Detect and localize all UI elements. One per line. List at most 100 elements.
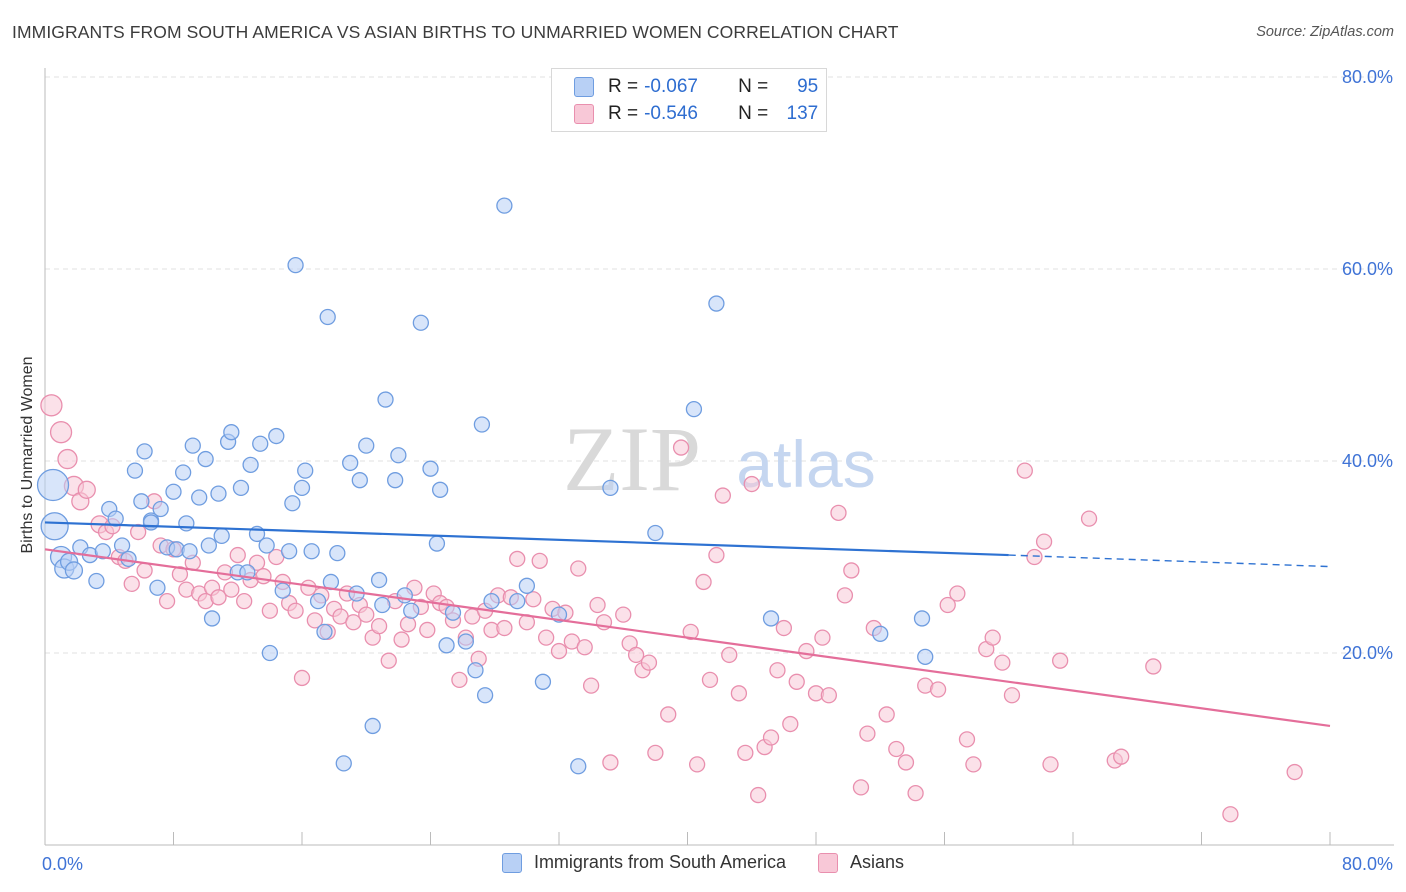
immigrants-point <box>136 443 153 460</box>
asians-point <box>714 487 731 504</box>
asians-point <box>345 614 362 631</box>
immigrants-point <box>913 610 931 627</box>
asians-point <box>769 662 786 679</box>
legend-n-value: 137 <box>786 103 819 124</box>
immigrants-point <box>165 483 182 500</box>
immigrants-point <box>174 464 192 481</box>
asians-point <box>949 585 966 602</box>
asians-point <box>820 687 837 704</box>
asians-point <box>123 575 140 593</box>
immigrants-point <box>88 572 105 590</box>
axes <box>44 68 1394 846</box>
immigrants-point <box>518 577 536 594</box>
immigrants-point <box>303 543 320 560</box>
asians-point <box>531 552 548 569</box>
immigrants-point <box>377 391 394 408</box>
asians-point <box>788 673 805 690</box>
legend-row-immigrants: R = -0.067 N = 95 <box>574 76 818 98</box>
immigrants-point <box>142 514 160 531</box>
legend-n-label: N = <box>738 76 769 97</box>
immigrants-point <box>149 579 166 596</box>
asians-point <box>721 646 738 664</box>
asians-point <box>897 754 915 771</box>
immigrants-point <box>94 543 111 560</box>
immigrants-point <box>184 437 201 454</box>
immigrants-point <box>316 623 333 641</box>
asians-point <box>782 715 799 733</box>
immigrants-point <box>473 416 491 433</box>
immigrants-point <box>197 450 214 468</box>
immigrants-point <box>133 493 150 510</box>
asians-point <box>775 619 793 637</box>
immigrants-point <box>431 481 449 498</box>
immigrants-point <box>261 644 279 662</box>
asians-point <box>762 729 780 746</box>
asians-point <box>994 654 1011 671</box>
asians-point <box>750 786 767 804</box>
asians-point <box>1042 756 1059 773</box>
asians-point <box>627 646 645 664</box>
immigrants-point <box>390 447 407 464</box>
immigrants-point <box>403 602 420 619</box>
legend-n-label: N = <box>738 103 769 124</box>
asians-point <box>743 475 760 493</box>
immigrants-point <box>297 462 314 479</box>
immigrants-point <box>152 500 169 518</box>
legend-item-immigrants: Immigrants from South America <box>501 852 787 873</box>
asians-point <box>730 685 748 702</box>
asians-point <box>615 606 632 623</box>
asians-point <box>380 652 397 669</box>
asians-point <box>1222 806 1239 823</box>
legend-r-label: R = <box>608 103 639 124</box>
series-legend: Immigrants from South America Asians <box>0 852 1406 873</box>
immigrants-point <box>396 587 413 604</box>
immigrants-point <box>191 489 208 506</box>
immigrants-point <box>126 462 144 479</box>
asians-point <box>1035 533 1053 550</box>
asians-point <box>509 550 526 568</box>
asians-point <box>672 439 690 456</box>
immigrants-point <box>223 424 240 441</box>
legend-swatch-blue <box>501 852 522 873</box>
immigrants-point <box>762 610 780 627</box>
asians-point <box>929 681 947 698</box>
immigrants-point <box>351 472 368 489</box>
immigrants-point <box>293 479 311 497</box>
immigrants-point <box>374 596 391 614</box>
correlation-legend: R = -0.067 N = 95 R = -0.546 N = 137 <box>551 68 827 132</box>
immigrants-point <box>422 460 439 477</box>
immigrants-point <box>252 435 269 452</box>
immigrants-point <box>534 673 552 690</box>
immigrants-point <box>467 662 484 679</box>
asians-point <box>958 731 976 748</box>
immigrants-point <box>917 648 934 665</box>
asians-point <box>1113 748 1130 765</box>
immigrants-point <box>370 571 388 589</box>
asians-point <box>695 573 712 591</box>
x-tick-label: 80.0% <box>1342 854 1393 874</box>
chart-title: IMMIGRANTS FROM SOUTH AMERICA VS ASIAN B… <box>12 22 899 42</box>
asians-point <box>1026 548 1043 566</box>
legend-n-value: 95 <box>797 76 819 97</box>
asians-point <box>550 642 568 660</box>
y-tick-label: 40.0% <box>1342 451 1393 471</box>
legend-r-label: R = <box>608 76 639 97</box>
asians-point <box>229 546 246 564</box>
trend-lines <box>44 521 1331 728</box>
immigrants-point <box>358 437 375 454</box>
asians-point <box>852 779 870 796</box>
asians-point <box>306 612 324 629</box>
immigrants-point <box>329 545 346 562</box>
legend-r-value: -0.067 <box>644 76 698 97</box>
legend-label-immigrants: Immigrants from South America <box>533 852 787 872</box>
immigrants-point <box>258 537 275 554</box>
asians-point <box>248 554 266 571</box>
asians-point <box>701 671 719 689</box>
asians-point <box>1286 763 1303 781</box>
immigrants-trend-extension <box>1008 554 1331 568</box>
asians-point <box>708 546 725 564</box>
immigrants-point <box>387 472 404 489</box>
immigrants-point <box>483 593 500 610</box>
asians-point <box>1003 687 1021 704</box>
asians-point <box>358 606 375 623</box>
